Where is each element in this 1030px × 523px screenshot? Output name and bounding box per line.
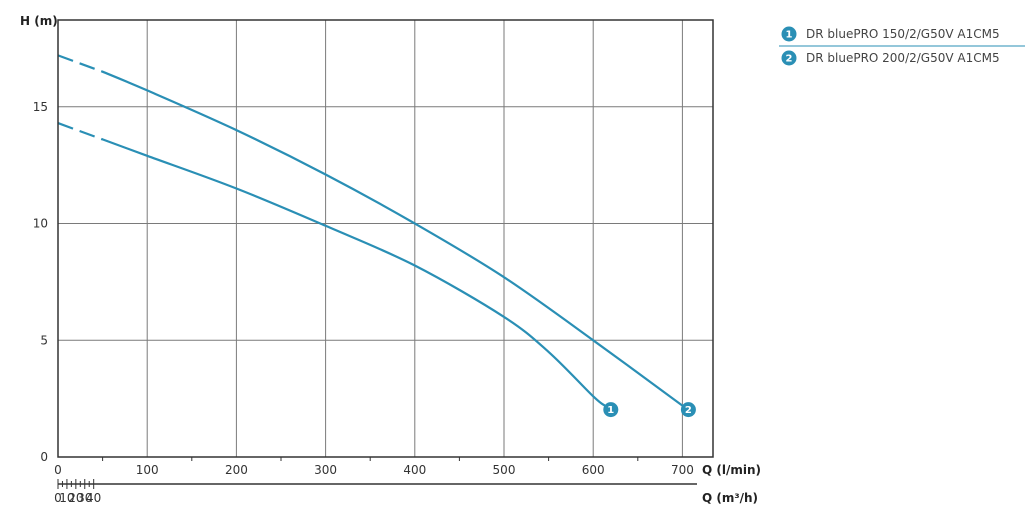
x-tick-label-300: 300: [314, 463, 337, 477]
y-tick-label-5: 5: [40, 333, 48, 347]
grid: [58, 20, 713, 457]
series-1-dashed-segment: [57, 122, 103, 141]
x-tick-label-600: 600: [582, 463, 605, 477]
x-tick-label-200: 200: [225, 463, 248, 477]
series-2-end-marker: 2: [680, 402, 696, 418]
secondary-x-tick-label-30: 30: [77, 491, 92, 505]
legend-marker-2-circle: [781, 50, 797, 66]
series-2-dashed-segment: [57, 54, 103, 73]
secondary-x-tick-label-10: 10: [59, 491, 74, 505]
x-tick-label-700: 700: [671, 463, 694, 477]
legend-label-1: DR bluePRO 150/2/G50V A1CM5: [806, 27, 1000, 41]
legend-marker-2: 2: [781, 50, 797, 66]
y-tick-label-0: 0: [40, 450, 48, 464]
legend-marker-1-text: 1: [786, 30, 793, 41]
y-tick-label-15: 15: [33, 100, 48, 114]
series-1-line: [101, 138, 606, 407]
y-axis-title: H (m): [20, 14, 58, 28]
legend-marker-1: 1: [781, 26, 797, 42]
plot-frame: [57, 19, 714, 458]
secondary-x-tick-label-40: 40: [86, 491, 101, 505]
series-2-end-marker-circle: [680, 402, 696, 418]
x-tick-label-100: 100: [136, 463, 159, 477]
legend-marker-1-circle: [781, 26, 797, 42]
series-1-end-marker-circle: [603, 402, 619, 418]
series-1-end-marker-text: 1: [607, 405, 614, 416]
y-tick-label-10: 10: [33, 217, 48, 231]
x-tick-label-0: 0: [54, 463, 62, 477]
secondary-x-tick-label-20: 20: [68, 491, 83, 505]
x-axis-title: Q (l/min): [702, 463, 761, 477]
x-tick-label-500: 500: [493, 463, 516, 477]
secondary-x-tick-label-0: 0: [54, 491, 62, 505]
series-1-end-marker: 1: [603, 402, 619, 418]
series-2-end-marker-text: 2: [685, 405, 692, 416]
secondary-x-axis-title: Q (m³/h): [702, 491, 758, 505]
legend-label-2: DR bluePRO 200/2/G50V A1CM5: [806, 51, 1000, 65]
series-2-line: [101, 70, 684, 407]
x-tick-label-400: 400: [403, 463, 426, 477]
legend: 1 DR bluePRO 150/2/G50V A1CM5 2 DR bluePRO …: [779, 26, 1025, 66]
legend-marker-2-text: 2: [786, 54, 793, 65]
